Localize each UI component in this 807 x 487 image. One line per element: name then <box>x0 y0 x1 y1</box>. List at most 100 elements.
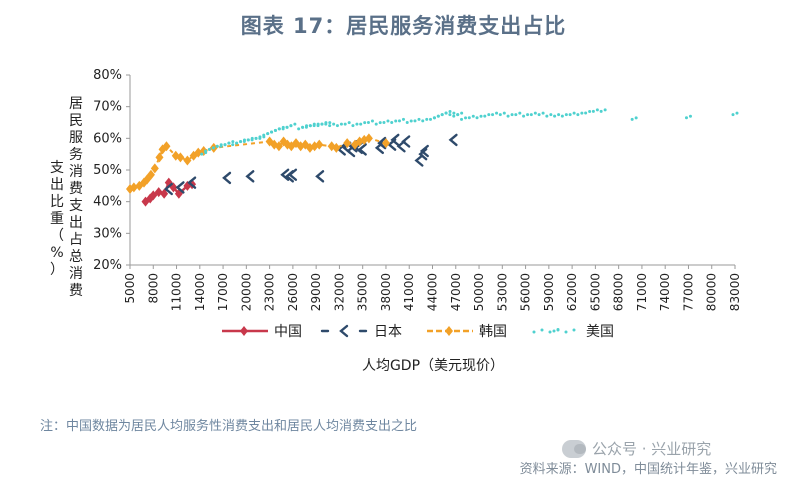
data-point <box>580 111 584 115</box>
data-point <box>238 140 242 143</box>
data-point <box>211 146 215 150</box>
y-label-char: 费 <box>69 181 83 197</box>
data-point <box>591 109 595 113</box>
data-point <box>355 122 359 126</box>
data-point <box>498 113 502 117</box>
y-label-char: 消 <box>69 266 83 282</box>
data-point <box>460 111 464 115</box>
legend-marker <box>240 326 248 336</box>
data-point <box>487 113 491 117</box>
data-point <box>584 111 588 115</box>
data-point <box>456 113 460 117</box>
data-point <box>343 122 347 126</box>
data-point <box>359 122 363 126</box>
data-point <box>634 116 638 120</box>
data-point <box>510 113 514 117</box>
legend-label: 美国 <box>586 324 614 340</box>
data-point <box>572 111 576 115</box>
data-point <box>315 170 325 183</box>
data-point <box>630 117 634 121</box>
data-point <box>347 121 351 125</box>
data-point <box>483 114 487 118</box>
data-point <box>576 113 580 117</box>
x-tick-label: 83000 <box>728 273 742 311</box>
data-point <box>568 113 572 117</box>
data-point <box>491 113 495 117</box>
x-tick-label: 11000 <box>170 273 184 311</box>
data-point <box>222 171 232 185</box>
y-label-char: 总 <box>69 249 83 265</box>
y-label-char: 居 <box>69 96 83 112</box>
data-point <box>374 122 378 126</box>
data-point <box>557 113 561 117</box>
data-point <box>364 133 373 144</box>
chart-source: 资料来源：WIND，中国统计年鉴，兴业研究 <box>519 462 777 477</box>
data-point <box>421 119 425 123</box>
data-point <box>588 110 592 113</box>
series-日本 <box>163 133 458 196</box>
data-point <box>332 122 336 126</box>
data-point <box>401 117 405 121</box>
legend-dot <box>540 328 544 332</box>
data-point <box>187 176 197 189</box>
data-point <box>146 169 155 180</box>
legend-item: 中国 <box>222 324 302 340</box>
data-point <box>378 121 382 125</box>
data-point <box>541 111 545 115</box>
data-point <box>603 108 607 112</box>
x-tick-label: 14000 <box>193 273 207 311</box>
data-point <box>332 142 341 153</box>
y-label-char: 消 <box>69 164 83 180</box>
data-point <box>386 119 390 123</box>
data-point <box>129 182 138 193</box>
data-point <box>688 114 692 118</box>
data-point <box>377 136 387 150</box>
legend-item: 韩国 <box>427 324 507 340</box>
data-point <box>479 114 483 118</box>
data-point <box>475 116 479 120</box>
data-point <box>401 135 411 148</box>
data-point <box>277 127 281 131</box>
data-point <box>595 108 599 112</box>
data-point <box>394 119 398 123</box>
data-point <box>204 149 208 153</box>
x-axis-label: 人均GDP（美元现价） <box>362 358 504 374</box>
legend-dot <box>532 330 536 334</box>
x-tick-label: 23000 <box>263 273 277 311</box>
legend-marker <box>552 329 556 333</box>
data-point <box>176 152 185 163</box>
data-point <box>560 114 564 118</box>
data-point <box>448 110 452 113</box>
data-point <box>324 122 328 126</box>
data-point <box>200 152 204 156</box>
y-label-char: （ <box>50 228 64 244</box>
data-point <box>293 122 297 126</box>
data-point <box>351 124 355 128</box>
data-point <box>175 181 185 194</box>
x-tick-label: 20000 <box>239 273 253 311</box>
data-point <box>413 119 417 123</box>
data-point <box>432 116 436 120</box>
data-point <box>301 125 305 129</box>
x-tick-label: 77000 <box>681 273 695 311</box>
y-label-char: 出 <box>50 177 64 193</box>
y-label-char: % <box>50 245 63 261</box>
data-point <box>258 136 262 140</box>
data-point <box>281 127 285 131</box>
data-point <box>425 117 429 121</box>
data-point <box>215 144 219 148</box>
y-label-char: 服 <box>69 130 83 146</box>
y-label-char: 支 <box>69 198 83 214</box>
data-point <box>357 143 367 156</box>
data-point <box>564 113 568 117</box>
data-point <box>460 117 464 121</box>
data-point <box>684 116 688 120</box>
data-point <box>464 116 468 120</box>
data-point <box>207 147 211 151</box>
data-point <box>735 111 739 115</box>
x-tick-label: 35000 <box>356 273 370 311</box>
data-point <box>444 111 448 115</box>
data-point <box>219 144 223 148</box>
data-point <box>274 141 283 152</box>
x-tick-label: 59000 <box>542 273 556 311</box>
